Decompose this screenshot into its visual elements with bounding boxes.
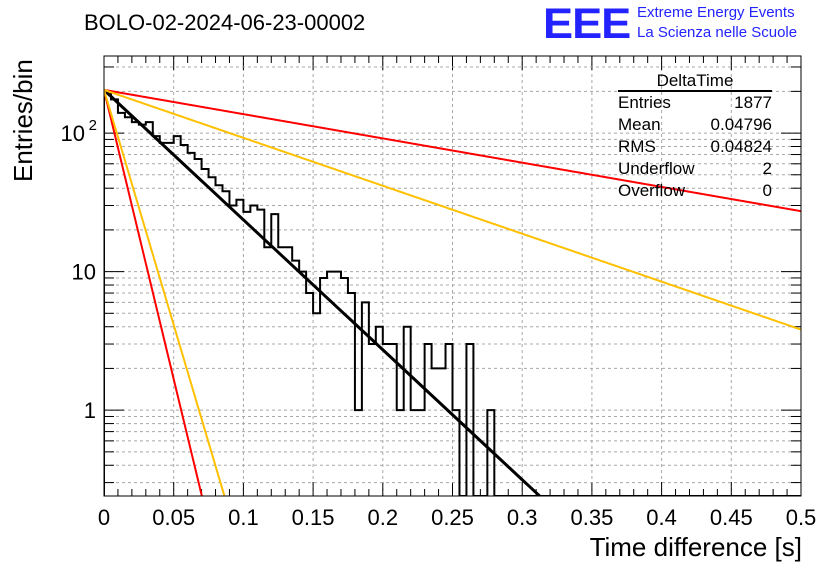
stats-label: RMS xyxy=(618,137,656,156)
fit-series-1 xyxy=(104,89,203,496)
x-tick-label: 0.5 xyxy=(786,505,817,530)
y-tick-label: 10 xyxy=(72,260,96,285)
x-tick-label: 0.3 xyxy=(507,505,538,530)
stats-title: DeltaTime xyxy=(618,72,772,92)
stats-box: DeltaTime Entries 1877 Mean 0.04796 RMS … xyxy=(612,72,778,202)
fit-series-4 xyxy=(104,88,801,331)
x-tick-label: 0.45 xyxy=(710,505,753,530)
logo-line-2: La Scienza nelle Scuole xyxy=(637,24,798,41)
stats-row-entries: Entries 1877 xyxy=(612,92,778,114)
eee-logo: EEE xyxy=(543,0,631,48)
y-tick-label-exponent: 2 xyxy=(89,117,97,134)
y-tick-label: 1 xyxy=(84,398,96,423)
stats-label: Mean xyxy=(618,115,661,134)
stats-value: 0 xyxy=(762,181,772,200)
x-tick-label: 0.15 xyxy=(292,505,335,530)
stats-value: 0.04796 xyxy=(710,115,772,134)
stats-row-rms: RMS 0.04824 xyxy=(612,136,778,158)
stats-row-overflow: Overflow 0 xyxy=(612,180,778,202)
chart-title: BOLO-02-2024-06-23-00002 xyxy=(84,10,366,35)
fit-series-2 xyxy=(104,89,226,496)
stats-label: Entries xyxy=(618,93,671,112)
stats-label: Underflow xyxy=(618,159,695,178)
plot-frame xyxy=(103,55,802,497)
x-tick-label: 0 xyxy=(98,505,110,530)
stats-label: Overflow xyxy=(618,181,686,200)
x-tick-label: 0.1 xyxy=(228,505,259,530)
x-tick-label: 0.05 xyxy=(152,505,195,530)
fit-series-0 xyxy=(104,88,542,496)
stats-row-mean: Mean 0.04796 xyxy=(612,114,778,136)
x-tick-label: 0.2 xyxy=(368,505,399,530)
stats-value: 2 xyxy=(762,159,772,178)
x-tick-label: 0.35 xyxy=(570,505,613,530)
x-tick-label: 0.4 xyxy=(646,505,677,530)
stats-value: 0.04824 xyxy=(710,137,772,156)
x-tick-label: 0.25 xyxy=(431,505,474,530)
y-axis-label: Entries/bin xyxy=(8,59,38,182)
stats-row-underflow: Underflow 2 xyxy=(612,158,778,180)
stats-value: 1877 xyxy=(734,93,772,112)
x-axis-label: Time difference [s] xyxy=(589,532,802,562)
y-tick-label: 10 xyxy=(61,121,85,146)
logo-line-1: Extreme Energy Events xyxy=(637,4,795,21)
fit-series-3 xyxy=(104,88,801,213)
